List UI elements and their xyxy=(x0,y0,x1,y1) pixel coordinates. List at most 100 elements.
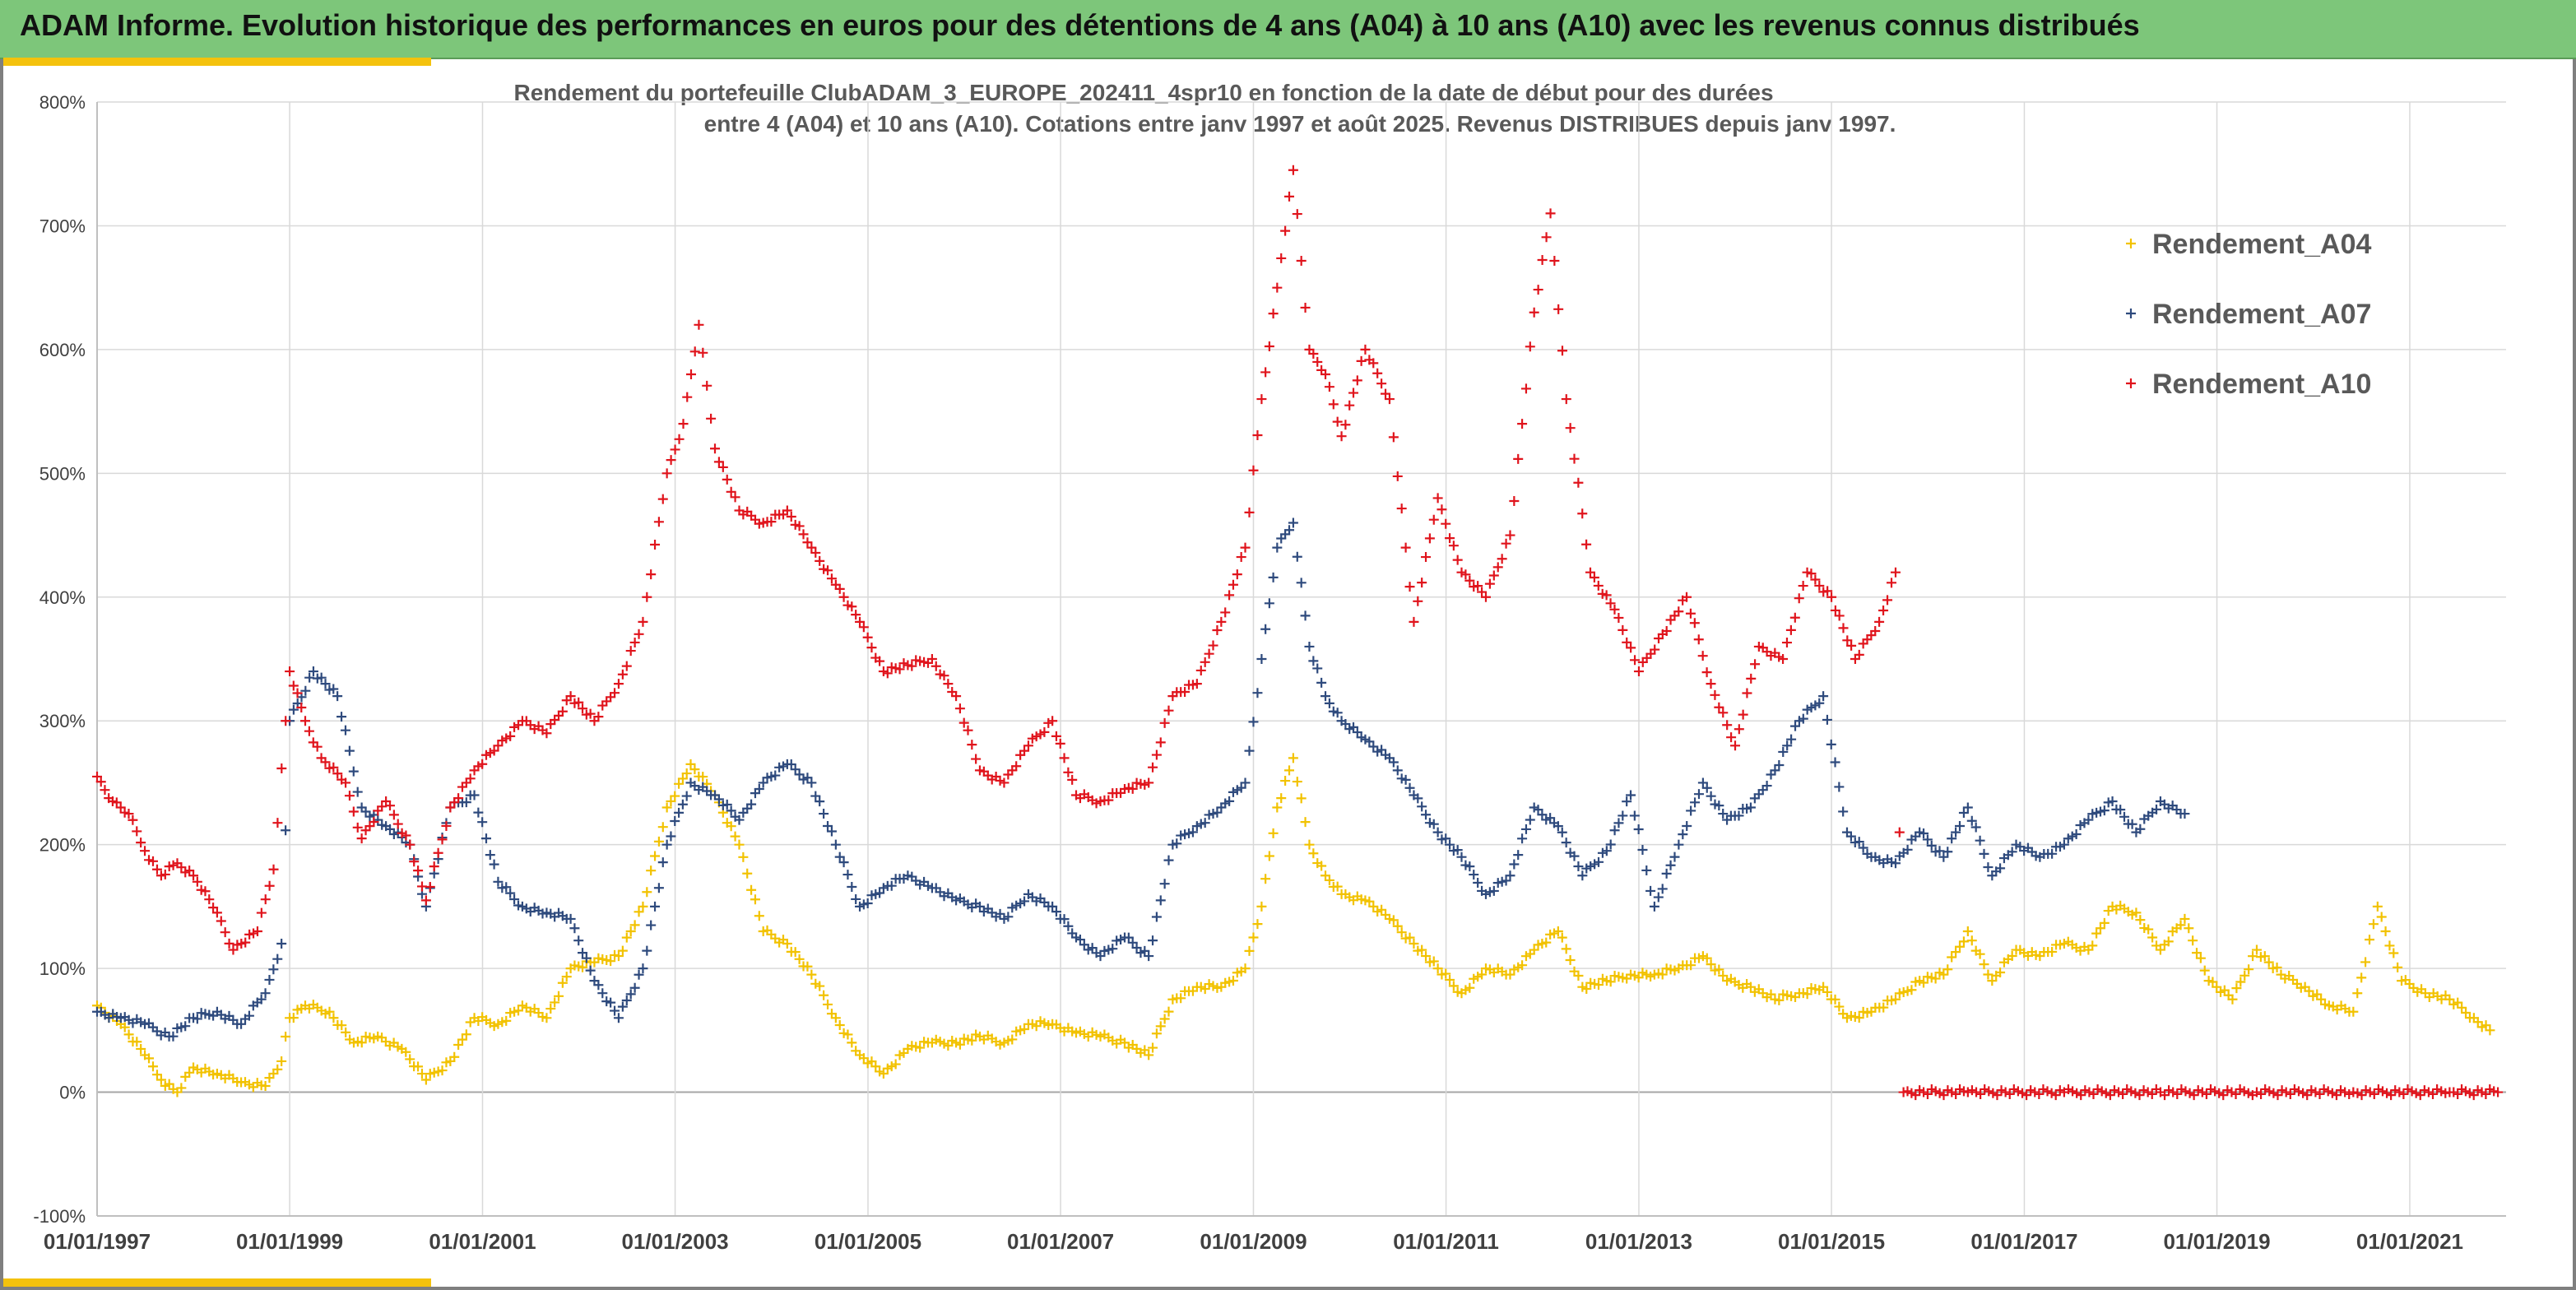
point-a07 xyxy=(786,759,796,770)
point-a07 xyxy=(473,807,484,818)
point-a10 xyxy=(348,806,359,817)
point-a10 xyxy=(963,725,973,735)
point-a04 xyxy=(634,907,644,917)
point-a10 xyxy=(1730,740,1741,751)
point-a10 xyxy=(585,708,596,719)
point-a04 xyxy=(1573,970,1584,981)
point-a10 xyxy=(1697,651,1708,661)
point-a07 xyxy=(629,982,640,993)
point-a04 xyxy=(1477,969,1488,980)
point-a07 xyxy=(1983,862,1993,873)
point-a10 xyxy=(1460,569,1471,580)
point-a10 xyxy=(1581,539,1592,550)
point-a04 xyxy=(1284,765,1295,776)
point-a07 xyxy=(1561,838,1571,848)
point-a10 xyxy=(1051,731,1061,741)
point-a10 xyxy=(256,907,267,918)
point-a10 xyxy=(2318,1084,2329,1094)
point-a04 xyxy=(1144,1050,1154,1060)
point-a07 xyxy=(1003,912,1014,922)
point-a07 xyxy=(180,1021,191,1032)
point-a07 xyxy=(192,1014,202,1024)
point-a07 xyxy=(1352,727,1362,738)
point-a04 xyxy=(1296,793,1307,804)
point-a04 xyxy=(1421,951,1432,962)
point-a10 xyxy=(100,785,110,796)
point-a07 xyxy=(1979,848,1989,859)
x-tick-label: 01/01/2001 xyxy=(429,1229,536,1254)
point-a07 xyxy=(1770,765,1780,776)
point-a07 xyxy=(1786,734,1797,745)
point-a04 xyxy=(815,981,825,991)
point-a04 xyxy=(1517,960,1528,971)
point-a07 xyxy=(1826,739,1836,749)
point-a07 xyxy=(1452,845,1463,856)
point-a07 xyxy=(823,820,833,831)
point-a10 xyxy=(2264,1086,2275,1097)
point-a07 xyxy=(352,787,363,797)
legend: Rendement_A04 Rendement_A07 Rendement_A10 xyxy=(2126,229,2372,400)
point-a04 xyxy=(1581,984,1592,995)
point-a04 xyxy=(1942,964,1953,975)
point-a10 xyxy=(617,669,628,680)
point-a10 xyxy=(1593,580,1604,591)
point-a07 xyxy=(1594,856,1604,867)
point-a04 xyxy=(1718,970,1729,981)
point-a04 xyxy=(1529,944,1539,955)
point-a10 xyxy=(1228,579,1238,590)
point-a07 xyxy=(569,923,580,934)
point-a07 xyxy=(674,807,685,818)
point-a04 xyxy=(184,1067,195,1078)
point-a07 xyxy=(794,769,805,780)
point-a04 xyxy=(144,1053,155,1064)
point-a10 xyxy=(2331,1090,2342,1101)
point-a04 xyxy=(561,972,572,982)
point-a07 xyxy=(1063,921,1074,931)
point-a10 xyxy=(1569,453,1580,464)
point-a04 xyxy=(2087,940,2098,951)
point-a10 xyxy=(1200,657,1210,667)
point-a10 xyxy=(1437,504,1447,515)
point-a04 xyxy=(1019,1023,1030,1034)
point-a07 xyxy=(1284,525,1295,536)
point-a10 xyxy=(292,688,303,698)
point-a10 xyxy=(1778,654,1789,664)
point-a10 xyxy=(1344,400,1355,411)
point-a04 xyxy=(802,961,813,972)
point-a07 xyxy=(2107,796,2118,807)
point-a10 xyxy=(2218,1090,2229,1101)
point-a10 xyxy=(1589,573,1599,583)
point-a04 xyxy=(513,1005,523,1016)
point-a10 xyxy=(208,903,219,913)
point-a04 xyxy=(1376,904,1387,915)
point-a10 xyxy=(252,926,262,936)
data-points xyxy=(92,165,2504,1101)
point-a07 xyxy=(1814,698,1825,708)
point-a04 xyxy=(1987,976,1998,986)
point-a10 xyxy=(2298,1088,2309,1098)
point-a10 xyxy=(1887,578,1897,588)
point-a07 xyxy=(1845,831,1856,842)
point-a10 xyxy=(625,646,636,657)
point-a04 xyxy=(288,1013,299,1023)
point-a07 xyxy=(332,691,343,702)
point-a10 xyxy=(1248,465,1259,476)
point-a10 xyxy=(1212,625,1223,636)
point-a07 xyxy=(1545,813,1556,824)
point-a07 xyxy=(722,799,732,810)
point-a10 xyxy=(1822,586,1833,596)
point-a10 xyxy=(1505,530,1515,541)
point-a10 xyxy=(557,706,568,717)
point-a10 xyxy=(823,565,833,576)
point-a10 xyxy=(939,671,949,681)
point-a10 xyxy=(1127,783,1138,794)
point-a04 xyxy=(1324,875,1334,885)
point-a10 xyxy=(1320,369,1331,379)
point-a10 xyxy=(685,369,696,379)
series-a04 xyxy=(92,753,2495,1097)
point-a04 xyxy=(689,764,700,775)
point-a04 xyxy=(2135,915,2146,926)
point-a07 xyxy=(1790,721,1801,731)
point-a10 xyxy=(1381,388,1391,399)
point-a04 xyxy=(2472,1017,2483,1028)
